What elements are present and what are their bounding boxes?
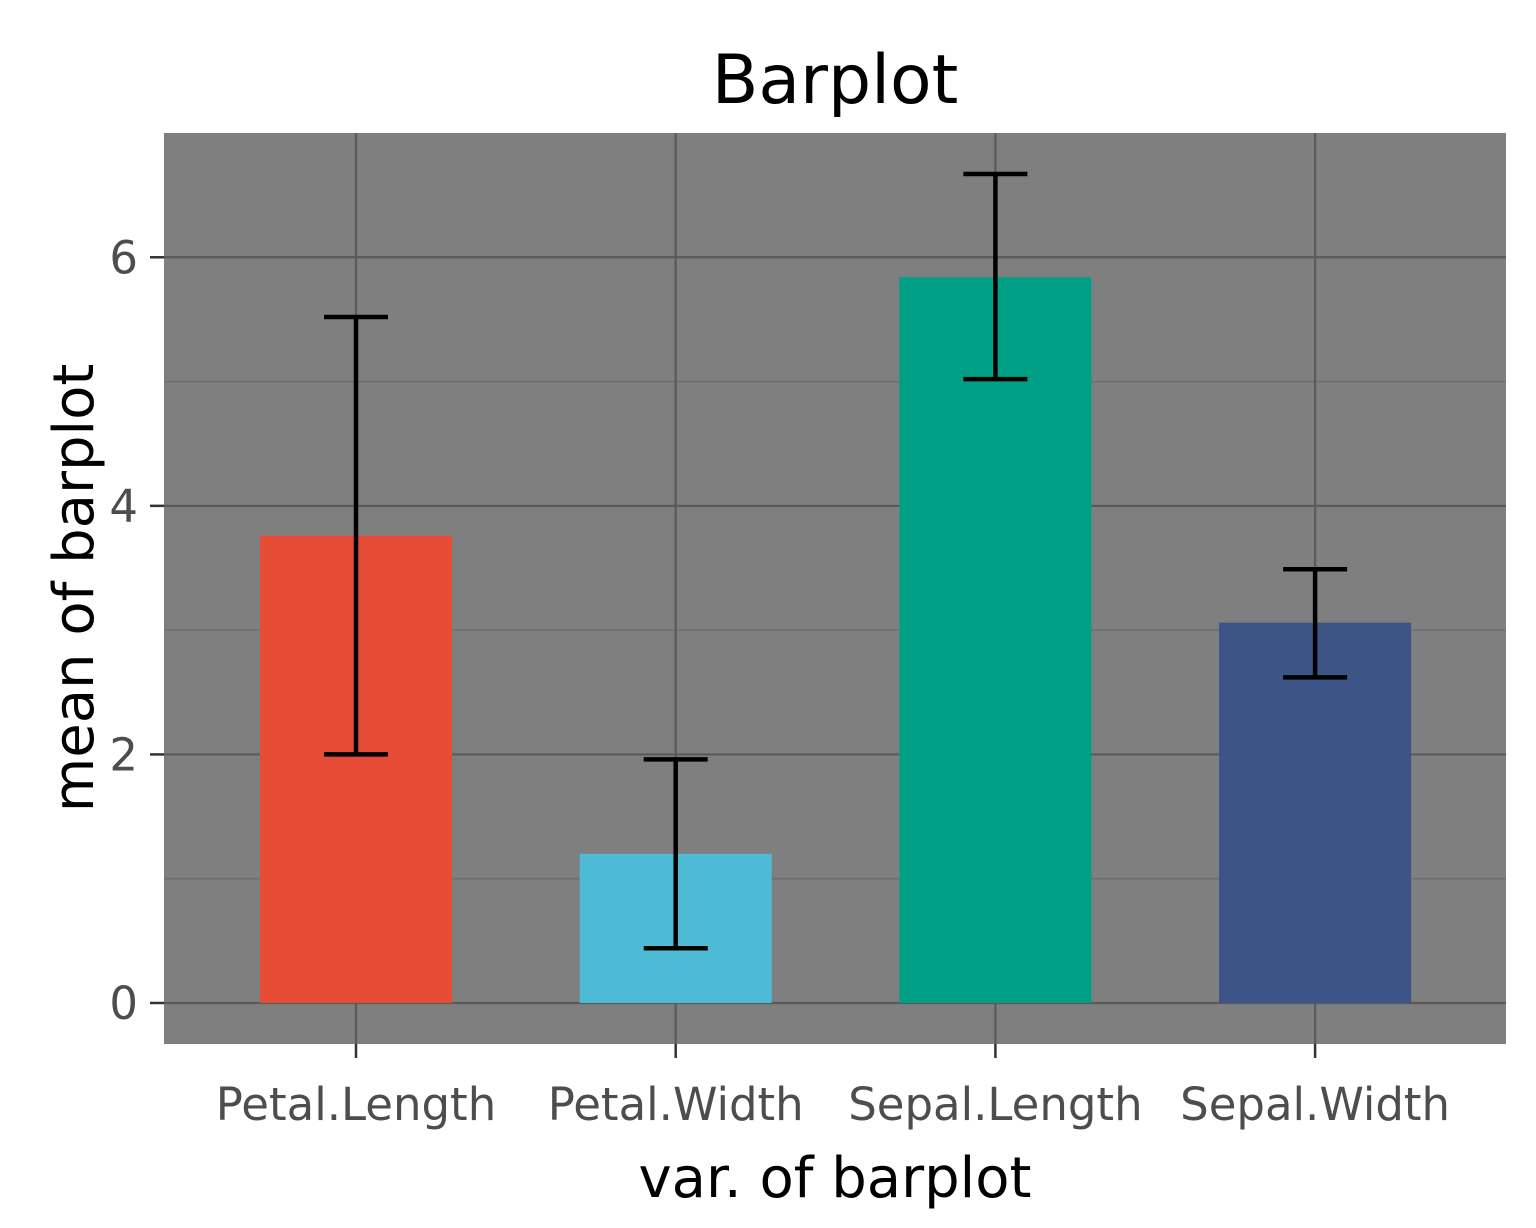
error-bar-petal-length [324, 314, 388, 757]
x-tick-label: Sepal.Length [848, 1078, 1142, 1131]
x-tick-label: Petal.Width [548, 1078, 804, 1131]
y-tick-label: 4 [109, 480, 138, 533]
bar-sepal-length [899, 277, 1092, 1003]
axes: 0 2 4 6 Petal.Length Petal.Width Sepal.Length S… [109, 231, 1450, 1131]
y-tick-label: 2 [109, 728, 138, 781]
y-tick-label: 6 [109, 231, 138, 284]
x-tick-label: Petal.Length [216, 1078, 496, 1131]
error-bar-sepal-width [1283, 566, 1348, 680]
bars [260, 277, 1412, 1003]
x-tick-label: Sepal.Width [1180, 1078, 1450, 1131]
y-axis-label: mean of barplot [42, 364, 107, 813]
bar-sepal-width [1219, 622, 1412, 1003]
y-tick-label: 0 [109, 977, 138, 1030]
x-axis-label: var. of barplot [639, 1146, 1032, 1211]
error-bar-petal-width [643, 757, 708, 951]
error-bar-sepal-length [963, 171, 1028, 382]
error-bars [324, 171, 1348, 951]
chart-title: Barplot [712, 41, 959, 120]
